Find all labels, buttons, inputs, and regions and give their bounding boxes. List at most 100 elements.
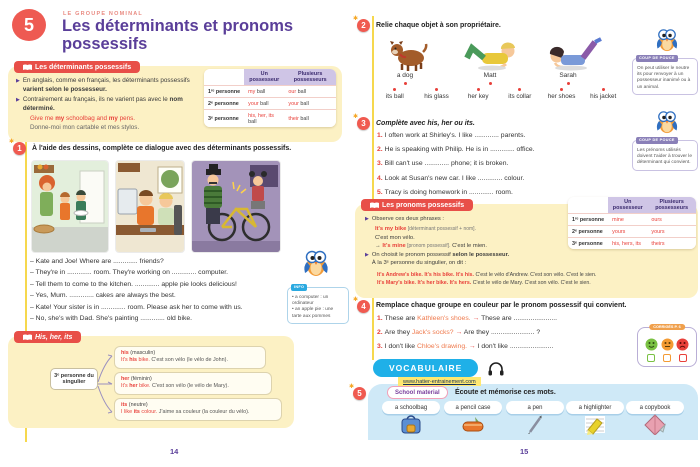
grammar-box-determinants-header: Les déterminants possessifs [14,61,141,73]
comic-panel-computer [116,161,184,252]
bullet-bold: nom déterminé. [22,96,183,112]
unit-number-badge: 5 [12,9,46,41]
checkbox-red[interactable] [679,354,687,362]
match-dot [435,88,438,91]
list-item: 1. These are Kathleen's shoes. → These ar… [377,315,558,322]
comic-panel-bike [192,161,280,252]
sparkle-icon: ✱ [353,297,359,303]
vocab-card-label: a pen [506,401,564,414]
comic-panel-kitchen [32,161,108,252]
book-icon [23,334,32,340]
vocab-card-label: a highlighter [566,401,624,414]
bullet-observe: ▶ Observe ces deux phrases : [365,216,445,222]
grammar-box-his-her-its-header: His, her, its [14,331,82,343]
owner-matt: Matt [468,72,512,85]
dog-illustration [390,41,428,71]
object-her-key: her key [457,88,499,100]
exercise-3-instruction: Complète avec his, her ou its. [376,120,475,127]
self-assessment-checkboxes [642,351,692,362]
coup-de-pouce-tag: COUP DE POUCE [636,55,678,62]
checkbox-orange[interactable] [663,354,671,362]
dialogue-line: – Kate! Your sister is in ............. … [30,303,243,311]
margin-rule-left [25,142,27,442]
exercise-5-number: 5 [353,387,366,400]
example-line: C'est mon vélo. [375,234,415,241]
match-dot [393,88,397,91]
list-item: 5. Tracy is doing homework in ...........… [377,188,513,196]
vocab-card-pencil-case: a pencil case [444,401,502,440]
dialogue-line: – No, she's with Dad. She's painting ...… [30,315,193,323]
pen-icon [528,415,542,434]
branch-connectors [97,354,113,414]
grammar-box-pronouns-title: Les pronoms possessifs [382,201,465,209]
example-line: It's Mary's bike. It's her bike. It's he… [377,279,591,286]
table-row: 2ᵉ personne yours yours [568,225,696,238]
table-row: 3ᵉ personne his, her, its ball their bal… [204,109,336,128]
page-number-left: 14 [170,447,179,456]
dialogue-line: – Tell them to come to the kitchen. ....… [30,280,237,288]
bike-painting-scene-illustration [192,161,280,252]
lesson-kicker: LE GROUPE NOMINAL [63,11,143,17]
list-item: 2. He is speaking with Philip. He is in .… [377,146,535,154]
match-dot [403,82,407,85]
bullet-choose: ▶ On choisit le pronom possessif selon l… [365,251,510,266]
corriges-label: CORRIGÉS P. 6 [649,324,685,330]
dialogue-line: – Yes, Mum. ............. cakes are alwa… [30,292,176,300]
bullet-possessor: ▶ En anglais, comme en français, les dét… [16,77,198,94]
match-dot [488,82,492,85]
smiley-sad-icon [676,338,689,351]
vocab-card-label: a pencil case [444,401,502,414]
smiley-neutral-icon [661,338,673,351]
match-dot [566,82,570,85]
table-row: 2ᵉ personne your ball your ball [204,97,336,110]
list-item: 3. I don't like Chloe's drawing. → I don'… [377,343,554,351]
col-plusieurs-possesseurs: Plusieurs possesseurs [647,197,696,214]
tip-text: Les prénoms utilisés doivent t'aider à t… [637,148,693,166]
match-dot [560,88,564,91]
col-un-possesseur: Un possesseur [244,69,285,86]
owner-a-dog: a dog [383,72,427,85]
table-row: 1ʳᵉ personne mine ours [568,213,696,226]
example-en: Give me my schoolbag and my pens. [30,115,136,122]
bullet-icon: ▶ [365,251,369,258]
computer-scene-illustration [116,161,184,252]
sparkle-icon: ✱ [353,114,359,120]
owl-mascot [304,250,328,276]
website-link[interactable]: www.hatier-entrainement.com [398,377,481,386]
example-line: It's Andrew's bike. It's his bike. It's … [377,272,597,278]
bullet-text: Contrairement au français, ils ne varien… [22,96,170,103]
info-tag: INFO [291,284,308,291]
grammar-box-determinants-title: Les déterminants possessifs [35,63,132,71]
copybook-icon [644,414,667,436]
sparkle-icon: ✱ [9,139,15,145]
grammar-box-pronouns-body: ▶ Observe ces deux phrases : It's my bike… [365,215,565,269]
pencil-case-icon [462,417,484,432]
exercise-1-instruction: À l'aide des dessins, complète ce dialog… [32,145,292,152]
info-note: INFO • a computer : un ordinateur • an a… [287,284,349,324]
objects-row: its ball his glass her key its collar he… [374,88,624,100]
page-number-right: 15 [520,447,529,456]
possessive-pronouns-table: Un possesseur Plusieurs possesseurs 1ʳᵉ … [568,197,696,250]
tip-text: On peut utiliser le neutre its pour renv… [637,66,691,90]
col-un-possesseur: Un possesseur [608,197,648,214]
checkbox-green[interactable] [647,354,655,362]
bullet-icon: ▶ [16,78,20,84]
third-person-node: 3ᵉ personne du singulier [50,368,98,390]
kitchen-scene-illustration [32,161,108,252]
match-dot [601,88,605,91]
possessive-determiners-table: Un possesseur Plusieurs possesseurs 1ʳᵉ … [204,69,336,128]
book-icon [370,202,379,208]
owl-mascot [656,29,678,52]
pronoun-example-lines: It's Andrew's bike. It's his bike. It's … [377,272,687,288]
sparkle-icon: ✱ [349,384,355,390]
bullet-text: En anglais, comme en français, les déter… [22,77,190,84]
exercise-1-dialogue: – Kate and Joe! Where are ............. … [30,256,298,324]
exercise-3-items: 1. I often work at Shirley's. I like ....… [377,132,627,203]
vocab-card-copybook: a copybook [626,401,684,440]
bullet-icon: ▶ [365,216,369,222]
vocab-card-highlighter: a highlighter [566,401,624,440]
list-item: 1. I often work at Shirley's. I like ....… [377,132,526,139]
dialogue-line: – Kate and Joe! Where are ............. … [30,258,164,265]
smiley-happy-icon [645,338,658,351]
